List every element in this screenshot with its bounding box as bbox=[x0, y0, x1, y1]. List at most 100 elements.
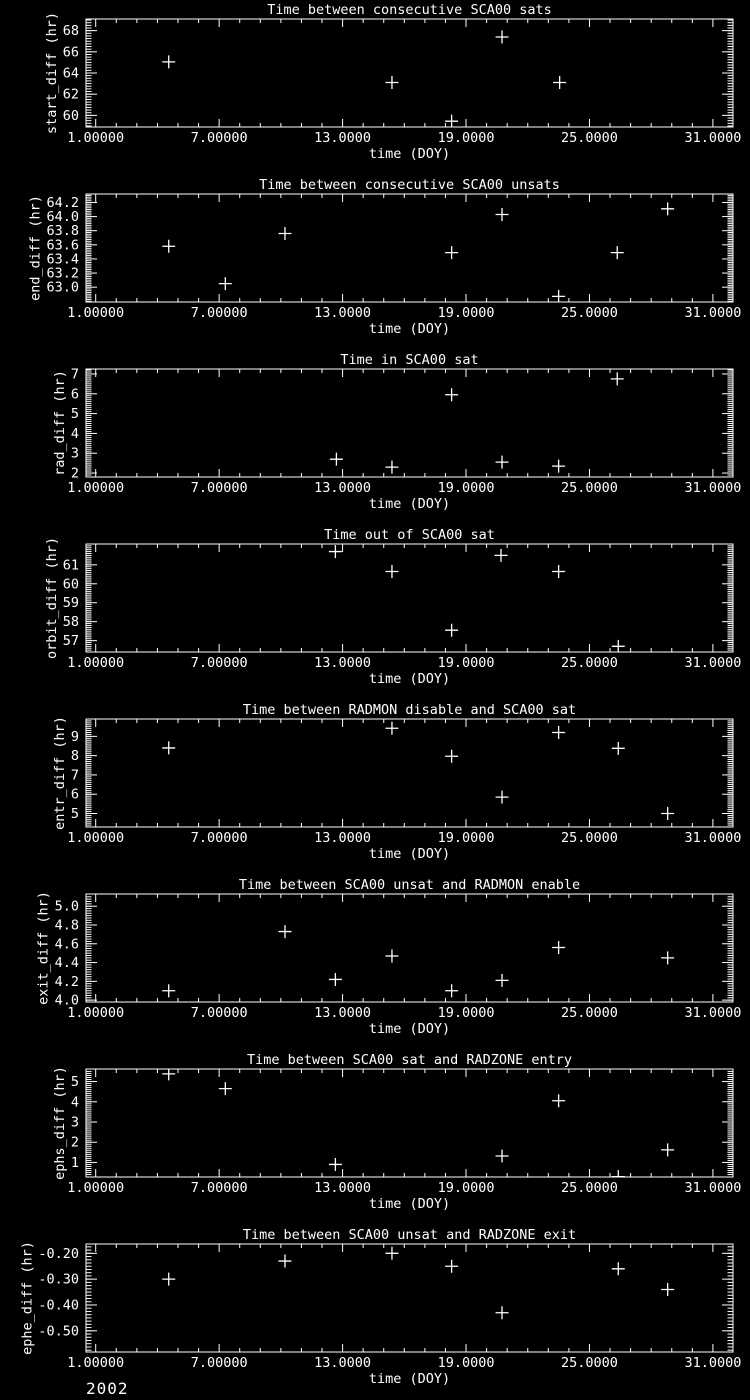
svg-text:7.00000: 7.00000 bbox=[191, 1005, 248, 1021]
data-points bbox=[162, 1246, 675, 1320]
svg-text:61: 61 bbox=[63, 557, 79, 573]
data-points bbox=[162, 1069, 675, 1177]
svg-text:66: 66 bbox=[63, 44, 79, 60]
svg-text:25.0000: 25.0000 bbox=[561, 480, 618, 496]
svg-text:60: 60 bbox=[63, 576, 79, 592]
svg-text:entr_diff (hr): entr_diff (hr) bbox=[52, 716, 68, 830]
data-points bbox=[328, 545, 625, 652]
svg-text:19.0000: 19.0000 bbox=[438, 130, 495, 146]
svg-text:13.0000: 13.0000 bbox=[314, 1180, 371, 1196]
svg-text:19.0000: 19.0000 bbox=[438, 305, 495, 321]
svg-text:7.00000: 7.00000 bbox=[191, 1355, 248, 1371]
svg-text:Time between consecutive SCA00: Time between consecutive SCA00 sats bbox=[267, 2, 551, 18]
svg-text:13.0000: 13.0000 bbox=[314, 130, 371, 146]
svg-text:8: 8 bbox=[71, 748, 79, 764]
plot-panel-2: 1.00000 7.00000 13.0000 19.0000 25.0000 31.00… bbox=[28, 177, 742, 337]
svg-text:Time between RADMON disable an: Time between RADMON disable and SCA00 sa… bbox=[243, 702, 576, 718]
svg-text:7.00000: 7.00000 bbox=[191, 1180, 248, 1196]
svg-text:25.0000: 25.0000 bbox=[561, 1005, 618, 1021]
svg-text:ephe_diff (hr): ephe_diff (hr) bbox=[20, 1241, 36, 1355]
svg-text:Time in SCA00 sat: Time in SCA00 sat bbox=[340, 352, 478, 368]
svg-text:4.2: 4.2 bbox=[55, 974, 79, 990]
svg-text:1.00000: 1.00000 bbox=[67, 1355, 124, 1371]
svg-text:Time between SCA00 unsat and R: Time between SCA00 unsat and RADZONE exi… bbox=[243, 1227, 576, 1243]
svg-text:1.00000: 1.00000 bbox=[67, 305, 124, 321]
svg-text:1.00000: 1.00000 bbox=[67, 130, 124, 146]
svg-text:4.4: 4.4 bbox=[55, 955, 79, 971]
svg-text:Time between SCA00 sat and RAD: Time between SCA00 sat and RADZONE entry bbox=[247, 1052, 572, 1068]
svg-text:exit_diff (hr): exit_diff (hr) bbox=[36, 891, 52, 1005]
svg-text:62: 62 bbox=[63, 87, 79, 103]
svg-text:19.0000: 19.0000 bbox=[438, 1355, 495, 1371]
svg-text:2: 2 bbox=[71, 1135, 79, 1151]
plot-panel-1: 1.00000 7.00000 13.0000 19.0000 25.0000 31.00… bbox=[44, 2, 742, 162]
svg-text:time (DOY): time (DOY) bbox=[369, 846, 450, 862]
svg-text:57: 57 bbox=[63, 633, 79, 649]
svg-text:19.0000: 19.0000 bbox=[438, 830, 495, 846]
svg-text:13.0000: 13.0000 bbox=[314, 1005, 371, 1021]
svg-text:31.0000: 31.0000 bbox=[684, 1180, 741, 1196]
svg-text:13.0000: 13.0000 bbox=[314, 1355, 371, 1371]
svg-text:time (DOY): time (DOY) bbox=[369, 1371, 450, 1387]
svg-text:64: 64 bbox=[63, 66, 79, 82]
svg-text:time (DOY): time (DOY) bbox=[369, 671, 450, 687]
svg-text:1.00000: 1.00000 bbox=[67, 830, 124, 846]
svg-text:4.0: 4.0 bbox=[55, 993, 79, 1009]
svg-text:25.0000: 25.0000 bbox=[561, 130, 618, 146]
svg-text:-0.50: -0.50 bbox=[38, 1323, 79, 1339]
svg-text:1: 1 bbox=[71, 1155, 79, 1171]
svg-text:13.0000: 13.0000 bbox=[314, 480, 371, 496]
svg-text:19.0000: 19.0000 bbox=[438, 480, 495, 496]
svg-text:59: 59 bbox=[63, 595, 79, 611]
svg-text:25.0000: 25.0000 bbox=[561, 1355, 618, 1371]
svg-text:-0.30: -0.30 bbox=[38, 1272, 79, 1288]
svg-text:63.6: 63.6 bbox=[46, 237, 79, 253]
svg-text:13.0000: 13.0000 bbox=[314, 305, 371, 321]
plot-panel-8: 1.00000 7.00000 13.0000 19.0000 25.0000 31.00… bbox=[20, 1227, 742, 1387]
svg-text:Time between SCA00 unsat and R: Time between SCA00 unsat and RADMON enab… bbox=[239, 877, 580, 893]
data-points bbox=[162, 30, 567, 127]
plot-panel-6: 1.00000 7.00000 13.0000 19.0000 25.0000 31.00… bbox=[36, 877, 742, 1037]
svg-text:3: 3 bbox=[71, 1114, 79, 1130]
svg-text:19.0000: 19.0000 bbox=[438, 655, 495, 671]
svg-text:Time between consecutive SCA00: Time between consecutive SCA00 unsats bbox=[259, 177, 560, 193]
svg-text:31.0000: 31.0000 bbox=[684, 480, 741, 496]
svg-text:Time out of SCA00 sat: Time out of SCA00 sat bbox=[324, 527, 495, 543]
svg-text:7.00000: 7.00000 bbox=[191, 130, 248, 146]
plot-panel-3: 1.00000 7.00000 13.0000 19.0000 25.0000 31.00… bbox=[52, 352, 741, 512]
svg-text:5: 5 bbox=[71, 406, 79, 422]
data-points bbox=[329, 372, 624, 474]
svg-text:25.0000: 25.0000 bbox=[561, 305, 618, 321]
svg-text:7.00000: 7.00000 bbox=[191, 655, 248, 671]
svg-text:7: 7 bbox=[71, 767, 79, 783]
svg-text:6: 6 bbox=[71, 787, 79, 803]
svg-text:31.0000: 31.0000 bbox=[684, 130, 741, 146]
svg-text:5: 5 bbox=[71, 806, 79, 822]
svg-text:31.0000: 31.0000 bbox=[684, 1355, 741, 1371]
svg-text:6: 6 bbox=[71, 386, 79, 402]
svg-text:start_diff (hr): start_diff (hr) bbox=[44, 12, 60, 134]
svg-text:25.0000: 25.0000 bbox=[561, 655, 618, 671]
svg-text:4: 4 bbox=[71, 426, 79, 442]
svg-text:time (DOY): time (DOY) bbox=[369, 1196, 450, 1212]
svg-text:2: 2 bbox=[71, 466, 79, 482]
svg-text:68: 68 bbox=[63, 23, 79, 39]
svg-text:63.4: 63.4 bbox=[46, 251, 79, 267]
svg-text:4: 4 bbox=[71, 1094, 79, 1110]
data-points bbox=[162, 202, 675, 302]
svg-text:63.0: 63.0 bbox=[46, 280, 79, 296]
svg-text:3: 3 bbox=[71, 446, 79, 462]
svg-text:time (DOY): time (DOY) bbox=[369, 496, 450, 512]
svg-text:7.00000: 7.00000 bbox=[191, 480, 248, 496]
svg-text:19.0000: 19.0000 bbox=[438, 1005, 495, 1021]
svg-text:19.0000: 19.0000 bbox=[438, 1180, 495, 1196]
svg-text:31.0000: 31.0000 bbox=[684, 655, 741, 671]
svg-text:63.2: 63.2 bbox=[46, 266, 79, 282]
svg-text:4.6: 4.6 bbox=[55, 936, 79, 952]
svg-text:4.8: 4.8 bbox=[55, 917, 79, 933]
svg-text:9: 9 bbox=[71, 729, 79, 745]
year-label: 2002 bbox=[86, 1379, 129, 1398]
svg-text:-0.40: -0.40 bbox=[38, 1297, 79, 1313]
